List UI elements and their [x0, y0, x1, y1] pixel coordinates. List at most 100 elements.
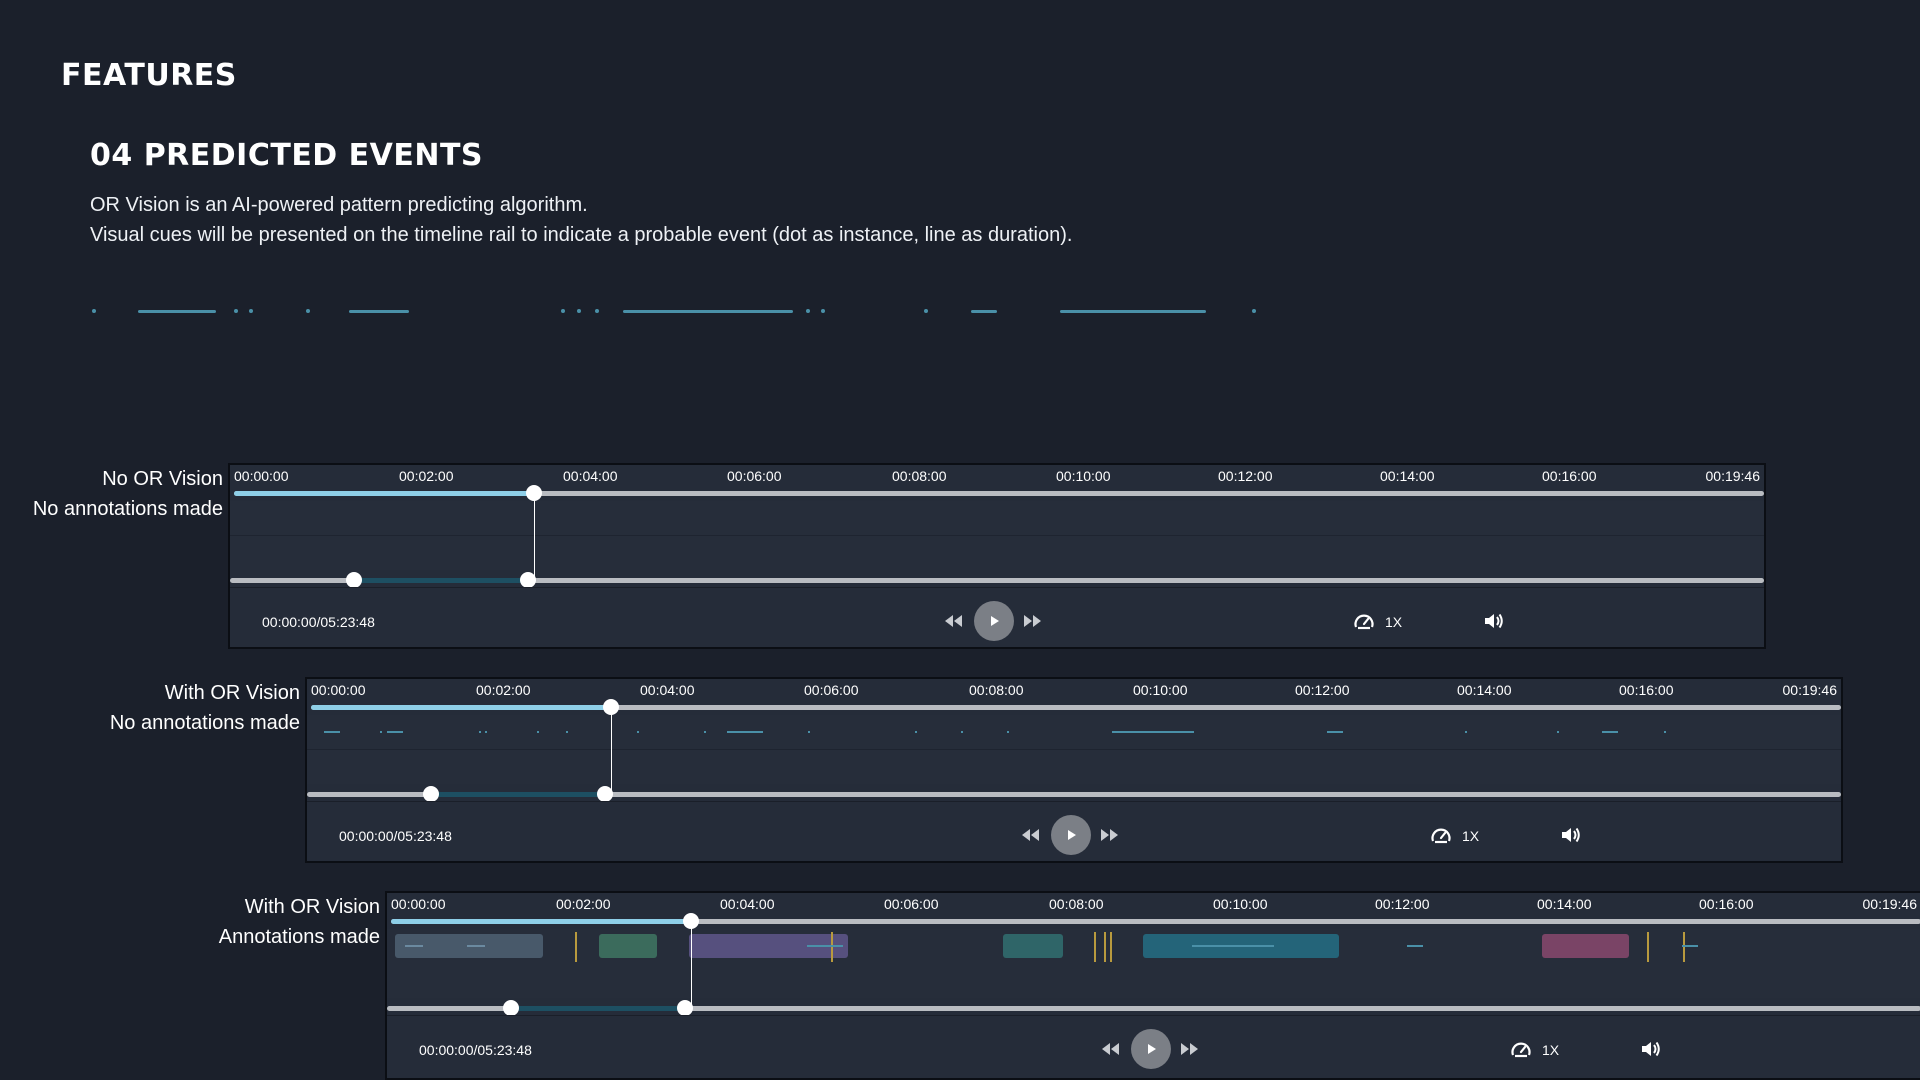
- annotation-block[interactable]: [599, 934, 657, 958]
- range-start-handle[interactable]: [346, 572, 362, 588]
- range-end-handle[interactable]: [597, 786, 613, 802]
- predicted-event-duration: [1327, 731, 1343, 733]
- playback-speed-value[interactable]: 1X: [1542, 1042, 1560, 1058]
- range-track[interactable]: [230, 578, 1764, 583]
- playback-speed-value[interactable]: 1X: [1462, 828, 1480, 844]
- annotation-block[interactable]: [1542, 934, 1629, 958]
- fast-forward-icon: [1181, 1043, 1198, 1055]
- playhead-handle[interactable]: [526, 485, 542, 501]
- volume-button[interactable]: [1632, 1030, 1670, 1068]
- predicted-event-duration: [1407, 945, 1423, 947]
- tick-label: 00:04:00: [640, 682, 695, 698]
- annotation-marker[interactable]: [1110, 932, 1112, 962]
- annotation-track: [230, 536, 1764, 570]
- annotation-block[interactable]: [1003, 934, 1063, 958]
- predicted-event-duration: [1682, 945, 1698, 947]
- range-start-handle[interactable]: [503, 1000, 519, 1016]
- playback-speed-value[interactable]: 1X: [1385, 614, 1403, 630]
- tick-label: 00:00:00: [391, 896, 446, 912]
- tick-label: 00:16:00: [1619, 682, 1674, 698]
- variant-label-1: No OR Vision No annotations made: [33, 464, 223, 524]
- fast-forward-button[interactable]: [1013, 602, 1051, 640]
- fast-forward-button[interactable]: [1170, 1030, 1208, 1068]
- annotation-marker[interactable]: [1683, 932, 1685, 962]
- playhead-handle[interactable]: [683, 913, 699, 929]
- tick-label: 00:19:46: [1862, 896, 1918, 912]
- annotation-marker[interactable]: [1647, 932, 1649, 962]
- predicted-event-duration: [727, 731, 763, 733]
- tick-label: 00:12:00: [1218, 468, 1273, 484]
- time-readout: 00:00:00/05:23:48: [262, 614, 375, 630]
- volume-icon: [1562, 827, 1580, 843]
- predicted-event-instance: [808, 731, 810, 733]
- range-end-handle[interactable]: [520, 572, 536, 588]
- range-selection: [511, 1006, 685, 1011]
- variant-label-3-line2: Annotations made: [218, 926, 380, 948]
- predicted-event-instance: [479, 731, 481, 733]
- tick-label: 00:02:00: [399, 468, 454, 484]
- range-end-handle[interactable]: [677, 1000, 693, 1016]
- predicted-event-instance: [961, 731, 963, 733]
- rewind-button[interactable]: [1092, 1030, 1130, 1068]
- predicted-event-duration: [1112, 731, 1194, 733]
- play-button[interactable]: [1051, 815, 1091, 855]
- predicted-event-duration: [1192, 945, 1274, 947]
- player-controls: 00:00:00/05:23:48 1X: [387, 1015, 1920, 1078]
- rewind-icon: [945, 615, 962, 627]
- player-controls: 00:00:00/05:23:48 1X: [307, 801, 1841, 861]
- tick-label: 00:19:46: [1782, 682, 1838, 698]
- range-start-handle[interactable]: [423, 786, 439, 802]
- playhead-line: [691, 924, 692, 1009]
- tick-label: 00:08:00: [969, 682, 1024, 698]
- annotation-marker[interactable]: [831, 932, 833, 962]
- play-button[interactable]: [974, 601, 1014, 641]
- annotation-track: [307, 750, 1841, 784]
- tick-label: 00:14:00: [1457, 682, 1512, 698]
- range-track[interactable]: [307, 792, 1841, 797]
- tick-label: 00:19:46: [1705, 468, 1761, 484]
- annotation-marker[interactable]: [1104, 932, 1106, 962]
- predicted-event-duration: [405, 945, 423, 947]
- tick-label: 00:12:00: [1375, 896, 1430, 912]
- predicted-event-instance: [537, 731, 539, 733]
- volume-icon: [1642, 1041, 1660, 1057]
- volume-button[interactable]: [1475, 602, 1513, 640]
- tick-label: 00:16:00: [1542, 468, 1597, 484]
- play-button[interactable]: [1131, 1029, 1171, 1069]
- playback-speed-button[interactable]: [1422, 816, 1460, 854]
- predicted-event-duration: [387, 731, 403, 733]
- tick-label: 00:10:00: [1133, 682, 1188, 698]
- tick-label: 00:02:00: [476, 682, 531, 698]
- feature-heading: 04 PREDICTED EVENTS: [90, 138, 484, 173]
- playhead-handle[interactable]: [603, 699, 619, 715]
- tick-label: 00:14:00: [1537, 896, 1592, 912]
- fast-forward-button[interactable]: [1090, 816, 1128, 854]
- tick-label: 00:10:00: [1056, 468, 1111, 484]
- rewind-button[interactable]: [935, 602, 973, 640]
- volume-button[interactable]: [1552, 816, 1590, 854]
- tick-label: 00:08:00: [1049, 896, 1104, 912]
- playback-speed-button[interactable]: [1345, 602, 1383, 640]
- progress-track[interactable]: [391, 919, 1920, 924]
- range-selection: [354, 578, 528, 583]
- volume-icon: [1485, 613, 1503, 629]
- tick-label: 00:10:00: [1213, 896, 1268, 912]
- progress-track[interactable]: [234, 491, 1764, 496]
- range-track[interactable]: [387, 1006, 1920, 1011]
- video-player-no-or-vision: 00:00:00 00:02:00 00:04:00 00:06:00 00:08:00…: [228, 463, 1766, 649]
- predicted-event-instance: [1664, 731, 1666, 733]
- predicted-event-duration: [807, 945, 843, 947]
- annotation-marker[interactable]: [1094, 932, 1096, 962]
- progress-track[interactable]: [311, 705, 1841, 710]
- tick-label: 00:00:00: [311, 682, 366, 698]
- speedometer-icon: [1354, 614, 1374, 630]
- timeline-ticks: 00:00:00 00:02:00 00:04:00 00:06:00 00:08:00…: [307, 679, 1841, 701]
- rewind-button[interactable]: [1012, 816, 1050, 854]
- predicted-event-instance: [1007, 731, 1009, 733]
- rewind-icon: [1022, 829, 1039, 841]
- playback-speed-button[interactable]: [1502, 1030, 1540, 1068]
- annotation-marker[interactable]: [575, 932, 577, 962]
- video-player-or-vision: 00:00:00 00:02:00 00:04:00 00:06:00 00:08:00…: [305, 677, 1843, 863]
- tick-label: 00:14:00: [1380, 468, 1435, 484]
- tick-label: 00:02:00: [556, 896, 611, 912]
